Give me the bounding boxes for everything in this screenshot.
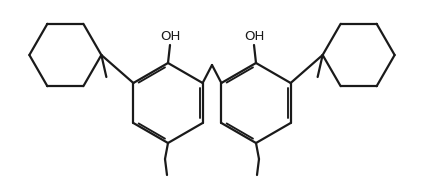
Text: OH: OH bbox=[160, 30, 180, 43]
Text: OH: OH bbox=[244, 30, 264, 43]
